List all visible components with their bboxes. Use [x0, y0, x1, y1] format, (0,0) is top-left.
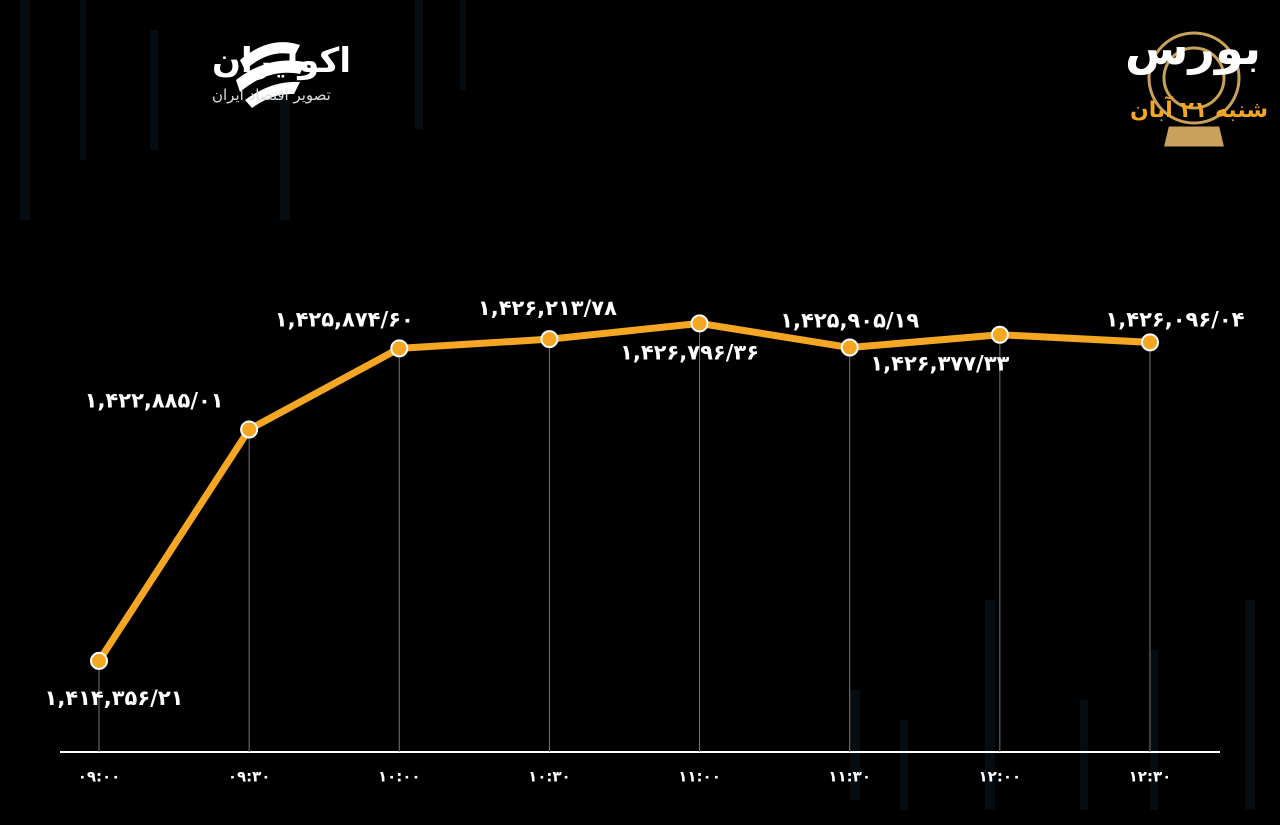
value-label: ۱,۴۲۶,۲۱۳/۷۸ — [478, 296, 617, 320]
value-label: ۱,۴۲۶,۰۹۶/۰۴ — [1105, 307, 1244, 331]
x-tick-label: ۱۱:۳۰ — [828, 768, 871, 786]
value-label: ۱,۴۲۵,۹۰۵/۱۹ — [780, 309, 919, 333]
value-label: ۱,۴۲۶,۳۷۷/۳۳ — [870, 352, 1009, 376]
x-tick-label: ۱۱:۰۰ — [678, 768, 721, 786]
point — [390, 339, 409, 358]
point — [690, 314, 709, 333]
subtitle: شنبه ۲۱ آبان — [1130, 95, 1268, 123]
x-tick-label: ۱۲:۰۰ — [979, 768, 1022, 786]
x-tick-label: ۰۹:۰۰ — [78, 768, 121, 786]
brand-tagline: تصویر اقتصاد ایران — [212, 86, 331, 104]
point — [540, 330, 559, 349]
emblem — [1147, 31, 1241, 147]
value-label: ۱,۴۲۲,۸۸۵/۰۱ — [85, 388, 224, 412]
point — [990, 325, 1009, 344]
value-label: ۱,۴۲۵,۸۷۴/۶۰ — [275, 307, 414, 331]
x-tick-label: ۱۰:۰۰ — [378, 768, 421, 786]
background-candles — [20, 0, 1255, 810]
value-label: ۱,۴۱۴,۳۵۶/۲۱ — [45, 686, 184, 710]
brand: اکوایران — [212, 41, 351, 81]
point — [1140, 333, 1159, 352]
point — [90, 651, 108, 670]
brand-logo — [236, 42, 305, 108]
x-tick-label: ۰۹:۳۰ — [228, 768, 271, 786]
point — [240, 420, 259, 439]
value-label: ۱,۴۲۶,۷۹۶/۳۶ — [620, 340, 759, 364]
x-tick-label: ۱۰:۳۰ — [528, 768, 571, 786]
title: روند شاخص کل بورس — [1125, 21, 1280, 75]
x-tick-label: ۱۲:۳۰ — [1129, 768, 1172, 786]
series-line — [96, 319, 1151, 663]
point — [840, 338, 859, 357]
